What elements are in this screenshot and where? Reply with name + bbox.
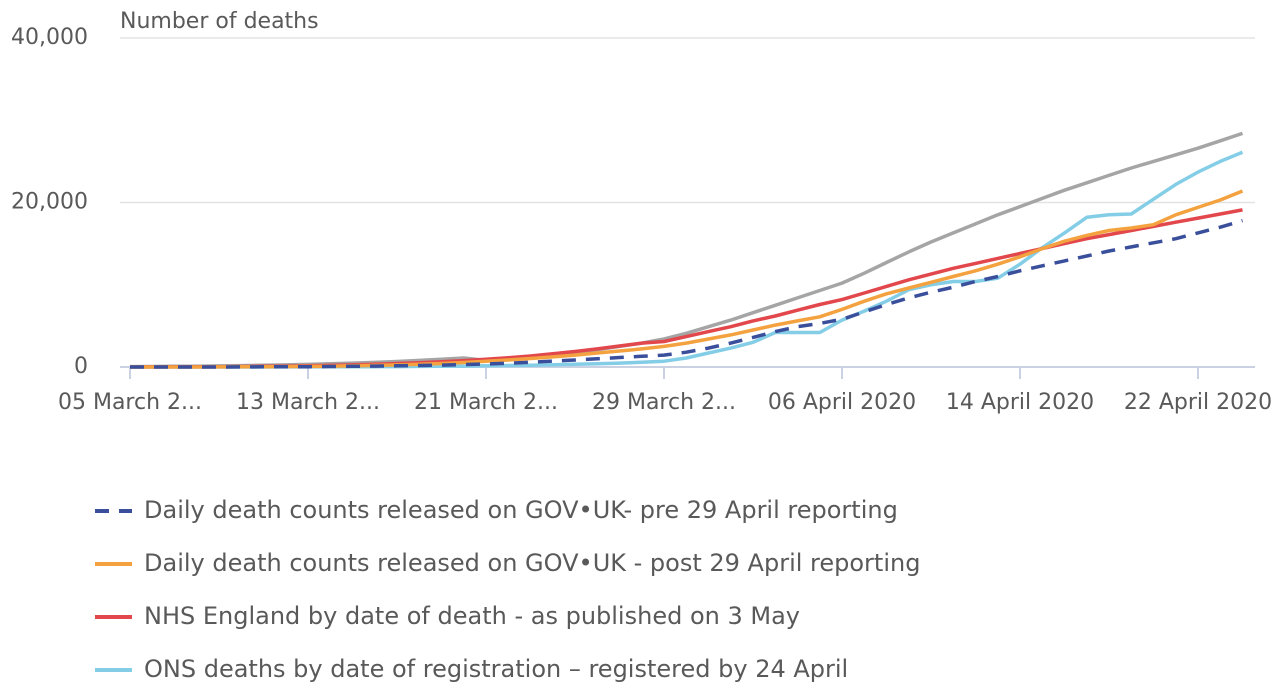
series-line bbox=[130, 218, 1243, 369]
y-tick-label: 0 bbox=[74, 354, 88, 379]
x-tick-label: 29 March 2... bbox=[592, 390, 736, 415]
legend: Daily death counts released on GOV•UK- p… bbox=[95, 496, 920, 683]
legend-label: Daily death counts released on GOV•UK - … bbox=[144, 549, 920, 577]
x-tick-label: 06 April 2020 bbox=[768, 390, 916, 415]
legend-label: ONS deaths by date of registration – reg… bbox=[144, 655, 848, 683]
legend-label: Daily death counts released on GOV•UK- p… bbox=[144, 496, 898, 524]
y-tick-label: 20,000 bbox=[11, 190, 88, 215]
series-line bbox=[130, 189, 1244, 369]
x-tick-label: 13 March 2... bbox=[236, 390, 380, 415]
x-tick-label: 14 April 2020 bbox=[946, 390, 1094, 415]
y-axis-label: Number of deaths bbox=[120, 9, 319, 34]
x-tick-label: 05 March 2... bbox=[58, 390, 202, 415]
legend-label: NHS England by date of death - as publis… bbox=[144, 602, 800, 630]
series-line bbox=[129, 131, 1244, 369]
x-tick-label: 21 March 2... bbox=[414, 390, 558, 415]
x-tick-label: 22 April 2020 bbox=[1124, 390, 1272, 415]
y-tick-label: 40,000 bbox=[11, 25, 88, 50]
